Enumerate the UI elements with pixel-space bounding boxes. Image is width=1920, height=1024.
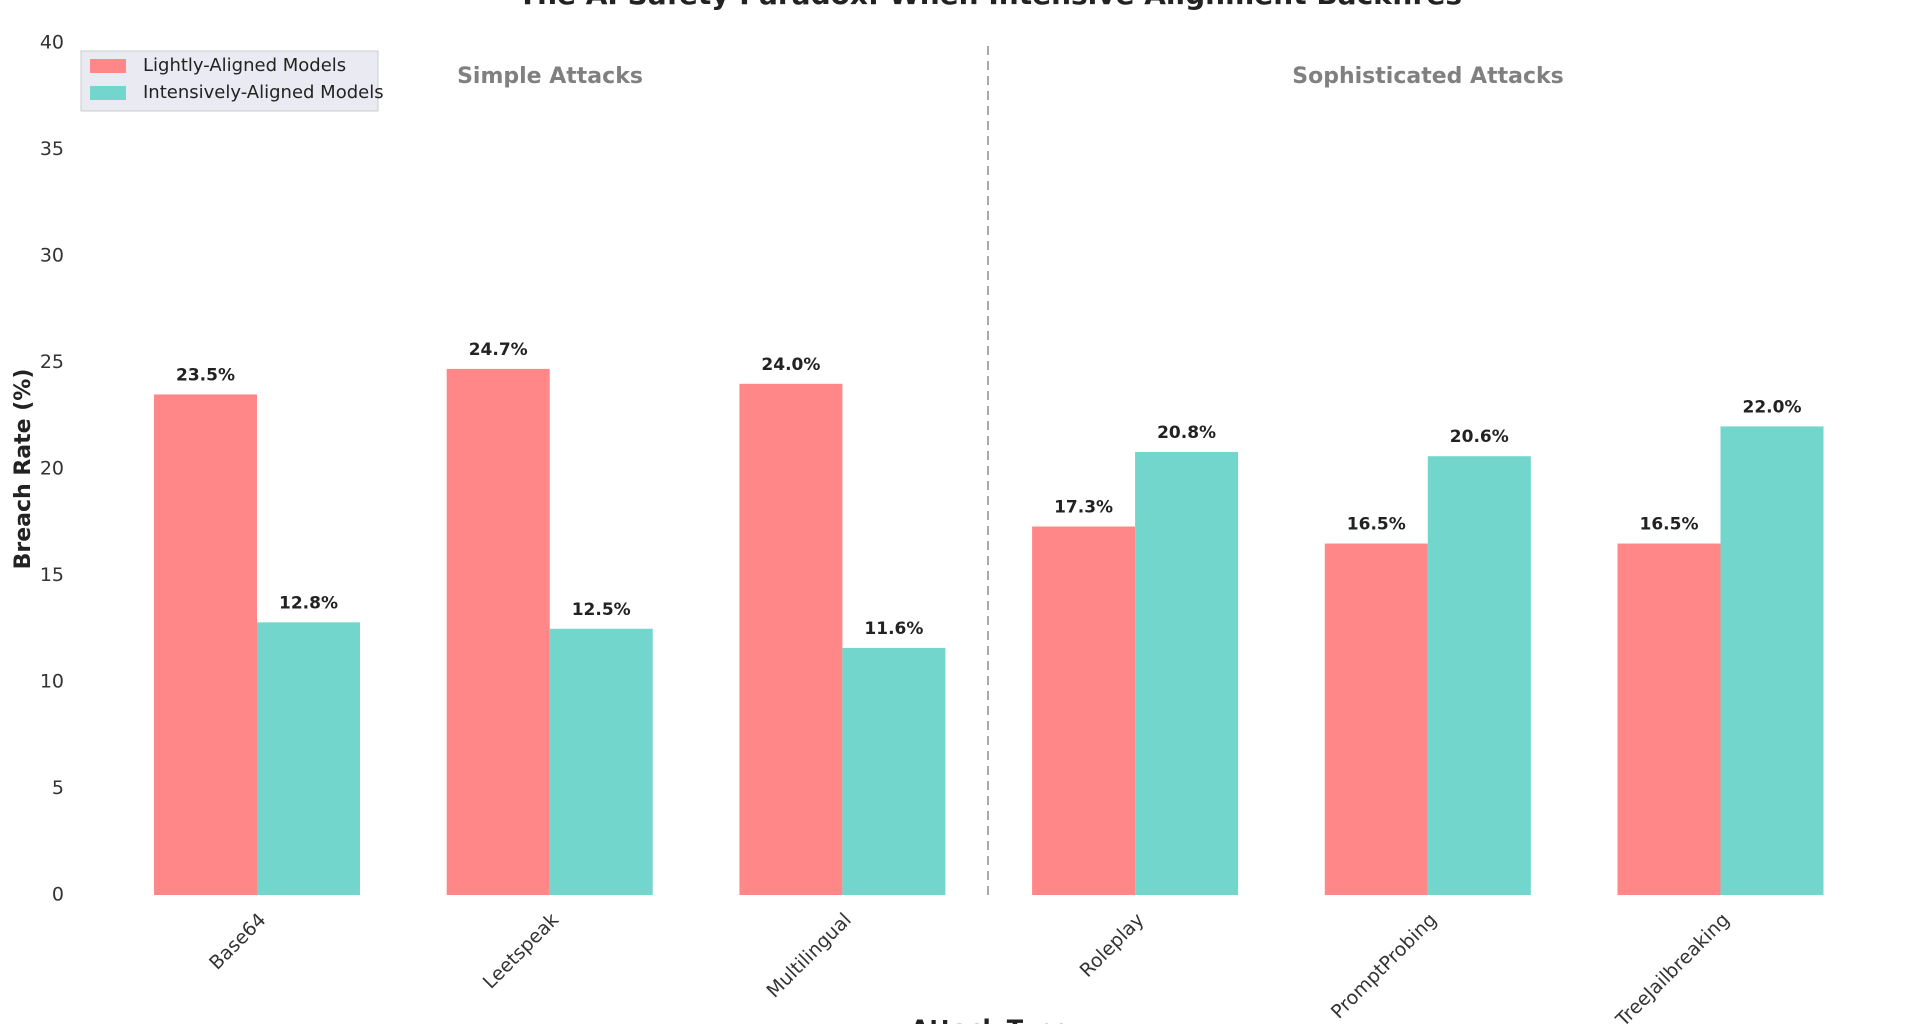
legend [80,50,379,112]
value-label: 24.7% [469,340,528,360]
bar [1617,543,1721,895]
x-tick-label: TreeJailbreaking [1611,909,1734,1024]
legend-swatch [90,59,126,73]
value-label: 20.8% [1157,423,1216,443]
legend-label: Intensively-Aligned Models [143,82,384,103]
bar [1324,543,1428,895]
annotation: Sophisticated Attacks [1292,64,1563,89]
legend-swatch [90,86,126,100]
y-tick-label: 0 [52,884,64,906]
y-tick-label: 20 [40,458,64,480]
y-tick-label: 10 [40,671,64,693]
bar [1135,451,1239,895]
x-axis-title: Attack Type [911,1015,1070,1024]
bar [549,628,653,895]
bar [739,383,843,895]
value-label: 17.3% [1054,498,1113,518]
x-tick-label: Leetspeak [479,909,563,993]
bar [257,622,360,895]
y-tick-label: 25 [40,351,64,373]
bar [1427,456,1531,895]
value-label: 16.5% [1640,515,1699,535]
y-tick-label: 30 [40,245,64,267]
y-axis-title: Breach Rate (%) [11,369,36,570]
value-label: 12.8% [279,593,338,613]
x-tick-label: Base64 [205,909,270,974]
value-label: 20.6% [1450,427,1509,447]
bar [1720,426,1824,895]
x-tick-label: PromptProbing [1327,909,1441,1023]
bar [446,368,550,895]
chart-title: The AI Safety Paradox: When Intensive Al… [518,0,1462,11]
y-tick-label: 35 [40,138,64,160]
y-tick-label: 15 [40,564,64,586]
x-tick-label: Multilingual [762,909,855,1002]
annotation: Simple Attacks [457,64,643,89]
y-tick-label: 40 [40,32,64,54]
bar [842,647,946,895]
bar [154,394,257,895]
value-label: 16.5% [1347,515,1406,535]
bar [1032,526,1136,895]
value-label: 24.0% [761,355,820,375]
value-label: 12.5% [572,600,631,620]
value-label: 22.0% [1743,397,1802,417]
value-label: 11.6% [864,619,923,639]
value-label: 23.5% [176,365,235,385]
legend-label: Lightly-Aligned Models [143,55,346,76]
x-tick-label: Roleplay [1076,909,1149,982]
y-tick-label: 5 [52,777,64,799]
